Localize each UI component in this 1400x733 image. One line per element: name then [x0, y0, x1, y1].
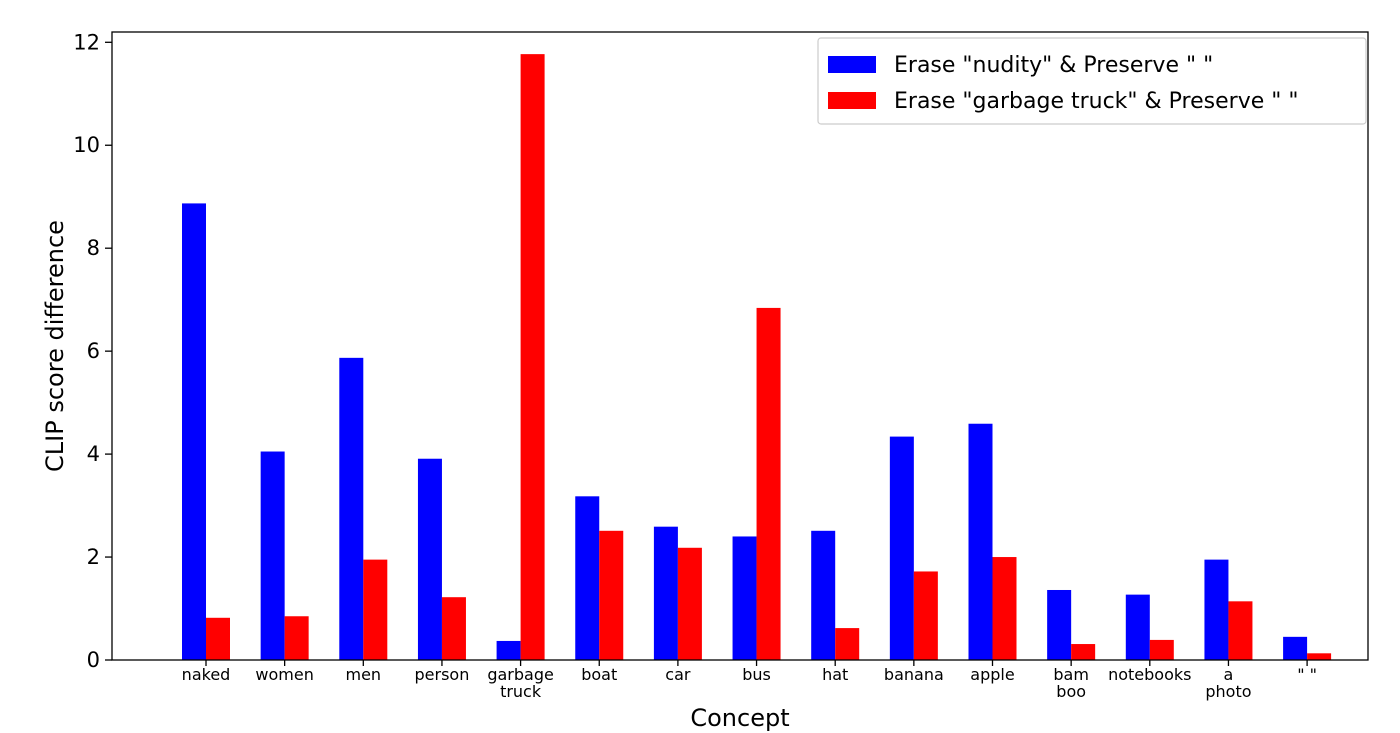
x-tick-label-4: garbage truck	[487, 665, 554, 701]
bar-series-0-cat-3	[417, 458, 442, 660]
x-tick-label-1: women	[255, 665, 313, 684]
x-tick-label-9: banana	[884, 665, 944, 684]
x-tick-label-line: boo	[1056, 682, 1086, 701]
legend-swatch-garbage-truck	[828, 92, 876, 109]
y-axis-title: CLIP score difference	[41, 220, 69, 472]
x-axis: naked women men person garbage truck boat car bu…	[182, 660, 1317, 701]
plot-frame	[111, 31, 1369, 661]
x-tick-label-8: hat	[822, 665, 848, 684]
bar-series-1-cat-3	[441, 597, 466, 660]
x-tick-label-7: bus	[742, 665, 771, 684]
x-tick-label-2: men	[346, 665, 382, 684]
y-tick-label-5: 10	[73, 133, 100, 157]
y-tick-label-3: 6	[87, 339, 100, 363]
legend-swatch-nudity	[828, 56, 876, 73]
x-tick-label-line: truck	[500, 682, 542, 701]
x-tick-label-14: " "	[1297, 665, 1317, 684]
bar-series-0-cat-8	[811, 530, 836, 660]
bar-series-0-cat-0	[182, 203, 206, 660]
x-tick-label-line: photo	[1205, 682, 1251, 701]
x-tick-label-line: banana	[884, 665, 944, 684]
bar-series-1-cat-10	[992, 557, 1017, 660]
bar-series-0-cat-6	[653, 526, 678, 660]
bar-series-1-cat-9	[913, 571, 938, 660]
legend-frame	[817, 37, 1367, 125]
x-tick-label-11: bam boo	[1053, 665, 1089, 701]
x-tick-label-line: bus	[742, 665, 771, 684]
x-tick-label-line: apple	[970, 665, 1014, 684]
x-tick-label-line: notebooks	[1108, 665, 1191, 684]
x-tick-label-0: naked	[182, 665, 231, 684]
bar-series-0-cat-10	[968, 423, 993, 660]
y-tick-label-4: 8	[87, 236, 100, 260]
x-tick-label-line: person	[415, 665, 470, 684]
bar-series-0-cat-5	[575, 496, 600, 660]
x-tick-label-line: naked	[182, 665, 231, 684]
bar-series-1-cat-7	[756, 307, 781, 660]
bar-series-0-cat-4	[496, 640, 521, 660]
bar-series-1-cat-5	[599, 530, 624, 660]
x-tick-label-line: hat	[822, 665, 848, 684]
x-tick-label-line: women	[255, 665, 313, 684]
x-tick-label-10: apple	[970, 665, 1014, 684]
x-tick-label-line: garbage	[487, 665, 554, 684]
bar-series-1-cat-0	[206, 617, 230, 660]
bar-series-1-cat-2	[363, 559, 388, 660]
bar-series-1-cat-1	[284, 616, 309, 660]
x-tick-label-line: bam	[1053, 665, 1089, 684]
legend: Erase "nudity" & Preserve " " Erase "gar…	[817, 37, 1367, 125]
y-axis: 0 2 4 6 8 10 12	[73, 30, 112, 672]
legend-label-garbage-truck: Erase "garbage truck" & Preserve " "	[894, 89, 1298, 114]
bar-series-0-cat-12	[1125, 594, 1150, 660]
bar-series-0-cat-13	[1204, 559, 1229, 660]
y-tick-label-0: 0	[87, 648, 100, 672]
x-tick-label-line: car	[665, 665, 691, 684]
x-tick-label-6: car	[665, 665, 691, 684]
x-tick-label-5: boat	[581, 665, 617, 684]
x-tick-label-line: " "	[1297, 665, 1317, 684]
y-tick-label-6: 12	[73, 30, 100, 54]
bar-series-0-cat-2	[339, 357, 364, 660]
y-tick-label-2: 4	[87, 442, 100, 466]
bar-series-1-cat-13	[1228, 601, 1253, 660]
bar-series-0-cat-14	[1283, 636, 1308, 660]
x-tick-label-line: boat	[581, 665, 617, 684]
y-tick-label-1: 2	[87, 545, 100, 569]
bar-series-0-cat-9	[889, 436, 914, 660]
x-tick-label-line: men	[346, 665, 382, 684]
x-tick-label-13: a photo	[1205, 665, 1251, 701]
bar-series-1-cat-11	[1071, 644, 1096, 660]
bar-series-0-cat-11	[1047, 589, 1072, 660]
x-tick-label-line: a	[1224, 665, 1234, 684]
x-axis-title: Concept	[690, 704, 789, 732]
bar-series-0-cat-7	[732, 536, 757, 660]
bar-series-1-cat-6	[677, 547, 702, 660]
legend-label-nudity: Erase "nudity" & Preserve " "	[894, 53, 1213, 78]
x-tick-label-3: person	[415, 665, 470, 684]
bar-series-1-cat-8	[835, 628, 860, 660]
bar-series-0-cat-1	[260, 451, 285, 660]
bar-series-1-cat-14	[1307, 653, 1332, 660]
bar-series-1-cat-4	[520, 54, 545, 660]
bars-layer	[182, 54, 1332, 660]
x-tick-label-12: notebooks	[1108, 665, 1191, 684]
bar-series-1-cat-12	[1149, 639, 1174, 660]
